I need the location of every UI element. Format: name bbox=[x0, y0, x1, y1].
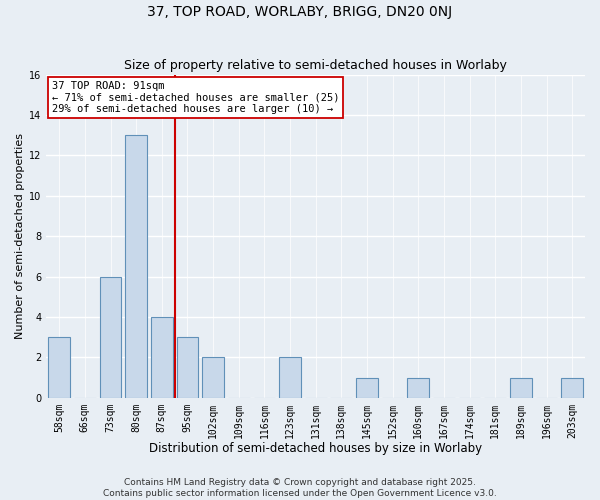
Bar bbox=[356, 378, 378, 398]
Bar bbox=[407, 378, 429, 398]
Text: Contains HM Land Registry data © Crown copyright and database right 2025.
Contai: Contains HM Land Registry data © Crown c… bbox=[103, 478, 497, 498]
Bar bbox=[176, 337, 199, 398]
Title: Size of property relative to semi-detached houses in Worlaby: Size of property relative to semi-detach… bbox=[124, 59, 507, 72]
Bar bbox=[125, 135, 147, 398]
X-axis label: Distribution of semi-detached houses by size in Worlaby: Distribution of semi-detached houses by … bbox=[149, 442, 482, 455]
Text: 37, TOP ROAD, WORLABY, BRIGG, DN20 0NJ: 37, TOP ROAD, WORLABY, BRIGG, DN20 0NJ bbox=[148, 5, 452, 19]
Bar bbox=[202, 358, 224, 398]
Bar bbox=[510, 378, 532, 398]
Bar bbox=[100, 276, 121, 398]
Y-axis label: Number of semi-detached properties: Number of semi-detached properties bbox=[15, 133, 25, 339]
Bar bbox=[279, 358, 301, 398]
Text: 37 TOP ROAD: 91sqm
← 71% of semi-detached houses are smaller (25)
29% of semi-de: 37 TOP ROAD: 91sqm ← 71% of semi-detache… bbox=[52, 81, 339, 114]
Bar bbox=[561, 378, 583, 398]
Bar bbox=[49, 337, 70, 398]
Bar bbox=[151, 317, 173, 398]
